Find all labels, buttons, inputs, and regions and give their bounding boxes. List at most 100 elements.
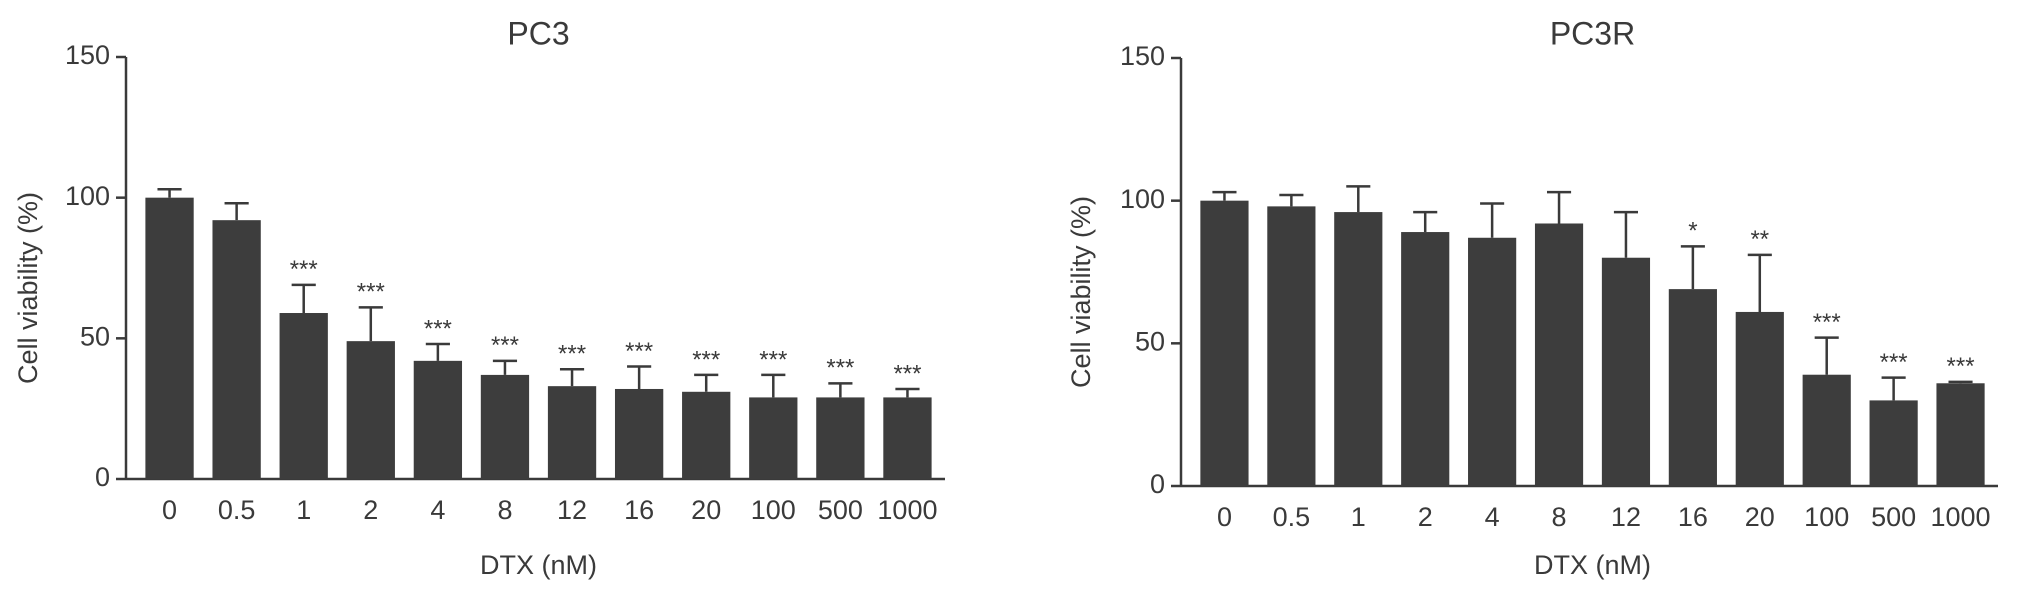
bar bbox=[1601, 257, 1651, 486]
y-axis-label: Cell viability (%) bbox=[13, 192, 43, 384]
error-bar bbox=[1613, 210, 1638, 258]
x-tick-label: 0.5 bbox=[218, 495, 256, 525]
x-axis-label: DTX (nM) bbox=[480, 550, 597, 580]
bar bbox=[1668, 289, 1717, 486]
bar bbox=[1468, 237, 1517, 486]
significance-label: *** bbox=[491, 332, 519, 359]
bar bbox=[816, 397, 865, 479]
error-bar bbox=[761, 373, 786, 398]
x-tick-label: 8 bbox=[1552, 502, 1567, 532]
significance-label: *** bbox=[625, 338, 653, 365]
error-bar bbox=[1747, 253, 1772, 312]
x-tick-label: 0 bbox=[1217, 502, 1232, 532]
error-bar bbox=[1480, 202, 1505, 238]
bar bbox=[883, 397, 932, 479]
significance-label: *** bbox=[893, 360, 921, 387]
bar bbox=[1936, 383, 1985, 486]
error-bar bbox=[224, 202, 249, 221]
significance-label: *** bbox=[424, 315, 452, 342]
significance-label: *** bbox=[357, 279, 385, 306]
error-bar bbox=[559, 368, 585, 387]
significance-label: *** bbox=[290, 256, 318, 283]
bar bbox=[1200, 200, 1249, 486]
x-tick-label: 4 bbox=[1485, 502, 1500, 532]
y-tick-label: 150 bbox=[65, 40, 110, 70]
significance-label: * bbox=[1688, 218, 1697, 245]
x-tick-label: 4 bbox=[430, 495, 445, 525]
y-tick-label: 100 bbox=[1120, 184, 1165, 214]
bar bbox=[145, 197, 194, 479]
x-tick-label: 1 bbox=[1351, 502, 1366, 532]
error-bar bbox=[425, 342, 450, 361]
x-tick-label: 2 bbox=[363, 495, 378, 525]
bar bbox=[1534, 223, 1584, 486]
error-bar bbox=[492, 359, 518, 375]
x-tick-label: 8 bbox=[497, 495, 512, 525]
bar bbox=[1401, 232, 1450, 486]
x-axis-label: DTX (nM) bbox=[1534, 550, 1651, 580]
x-tick-label: 100 bbox=[751, 495, 796, 525]
significance-label: *** bbox=[1880, 349, 1908, 376]
significance-label: *** bbox=[759, 346, 787, 373]
error-bar bbox=[358, 306, 383, 342]
x-tick-label: 2 bbox=[1418, 502, 1433, 532]
x-tick-label: 0.5 bbox=[1273, 502, 1311, 532]
bar bbox=[1802, 374, 1851, 486]
error-bar bbox=[627, 365, 652, 389]
significance-label: *** bbox=[826, 355, 854, 382]
bar bbox=[1869, 400, 1918, 486]
x-tick-label: 500 bbox=[818, 495, 863, 525]
bar bbox=[1334, 212, 1383, 486]
y-tick-label: 50 bbox=[80, 321, 110, 351]
y-axis-label: Cell viability (%) bbox=[1066, 196, 1096, 388]
y-tick-label: 50 bbox=[1135, 326, 1165, 356]
error-bar bbox=[1346, 185, 1371, 213]
bar bbox=[212, 220, 261, 479]
error-bar bbox=[1279, 193, 1304, 207]
error-bar bbox=[1814, 336, 1839, 375]
bar bbox=[1735, 311, 1784, 486]
x-tick-label: 1000 bbox=[877, 495, 937, 525]
bar bbox=[413, 360, 463, 479]
significance-label: *** bbox=[558, 341, 586, 368]
error-bar bbox=[1212, 190, 1237, 201]
x-tick-label: 16 bbox=[624, 495, 654, 525]
error-bar bbox=[291, 283, 316, 314]
y-tick-label: 150 bbox=[1120, 41, 1165, 71]
x-tick-label: 0 bbox=[162, 495, 177, 525]
error-bar bbox=[157, 187, 182, 198]
y-tick-label: 0 bbox=[1150, 469, 1165, 499]
bar bbox=[346, 341, 395, 479]
error-bar bbox=[1680, 245, 1705, 290]
error-bar bbox=[694, 373, 719, 392]
significance-label: *** bbox=[692, 346, 720, 373]
error-bar bbox=[1547, 190, 1572, 224]
error-bar bbox=[1881, 376, 1906, 401]
y-tick-label: 0 bbox=[95, 462, 110, 492]
error-bar bbox=[828, 382, 853, 398]
y-tick-label: 100 bbox=[65, 181, 110, 211]
x-tick-label: 12 bbox=[557, 495, 587, 525]
chart-title: PC3 bbox=[507, 15, 569, 51]
x-tick-label: 20 bbox=[691, 495, 721, 525]
error-bar bbox=[895, 387, 920, 398]
x-tick-label: 1000 bbox=[1931, 502, 1991, 532]
bar bbox=[480, 374, 530, 479]
significance-label: *** bbox=[1813, 309, 1841, 336]
x-tick-label: 1 bbox=[296, 495, 311, 525]
x-tick-label: 12 bbox=[1611, 502, 1641, 532]
chart-title: PC3R bbox=[1550, 15, 1635, 51]
x-tick-label: 20 bbox=[1745, 502, 1775, 532]
bar bbox=[614, 388, 664, 479]
error-bar bbox=[1413, 210, 1438, 233]
significance-label: ** bbox=[1750, 226, 1769, 253]
bar bbox=[279, 313, 328, 479]
x-tick-label: 500 bbox=[1871, 502, 1916, 532]
bar bbox=[1267, 206, 1316, 486]
x-tick-label: 100 bbox=[1804, 502, 1849, 532]
x-tick-label: 16 bbox=[1678, 502, 1708, 532]
error-bar bbox=[1948, 380, 1973, 384]
bar bbox=[749, 397, 798, 479]
bar bbox=[547, 386, 597, 479]
bar bbox=[682, 391, 731, 479]
